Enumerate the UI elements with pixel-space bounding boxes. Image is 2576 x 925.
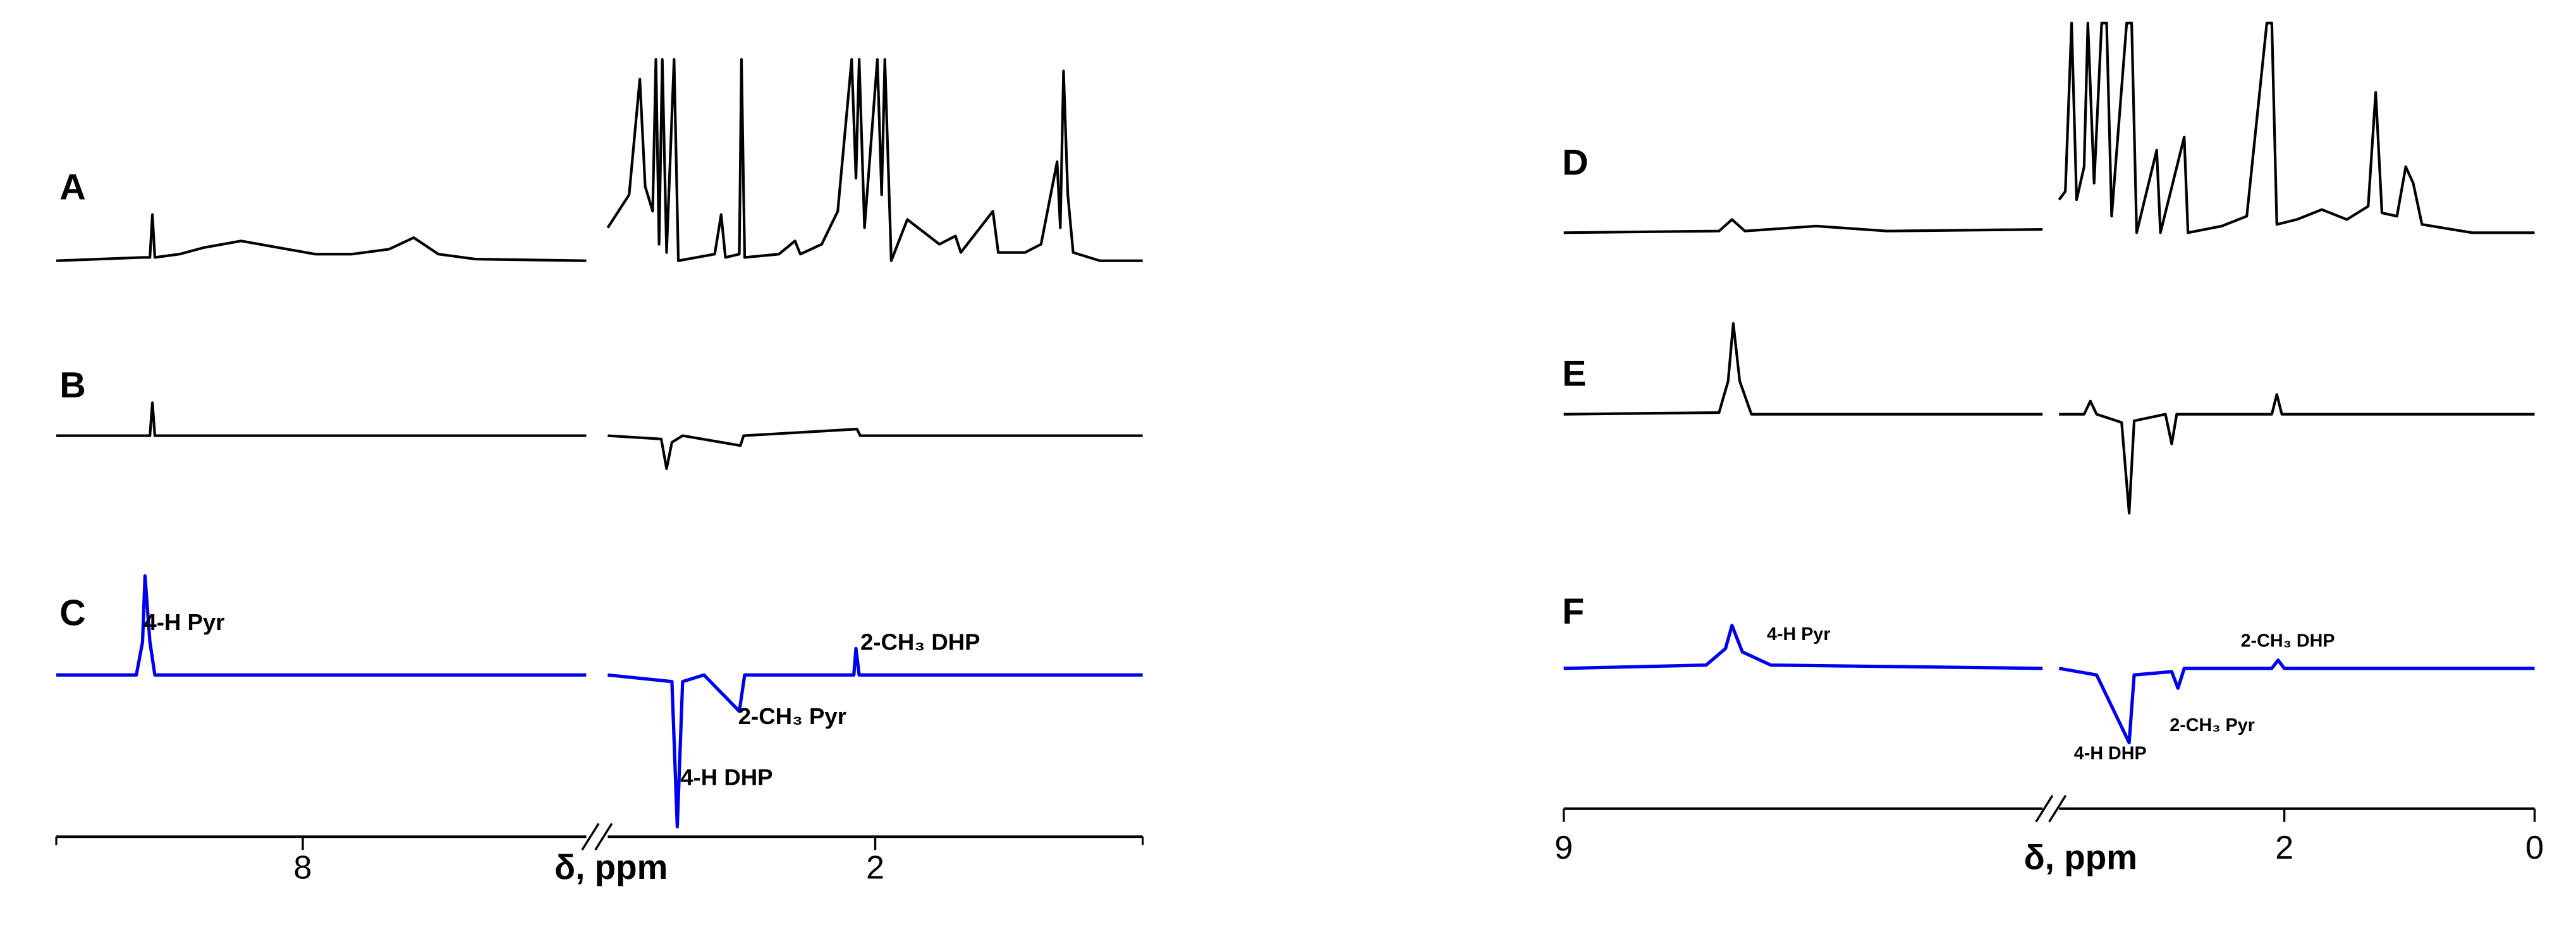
peak-annotation: 4-H DHP — [2074, 743, 2147, 763]
spectrum-trace — [56, 574, 587, 677]
spectrum-trace — [607, 428, 1143, 470]
spectrum-label: C — [59, 593, 86, 633]
spectrum-label: B — [59, 365, 86, 406]
spectrum-label: F — [1562, 591, 1584, 632]
peak-annotation: 2-CH₃ Pyr — [738, 703, 846, 729]
spectrum-trace — [56, 401, 587, 437]
x-tick-label: 2 — [866, 849, 884, 886]
peak-annotation: 2-CH₃ DHP — [2241, 631, 2335, 651]
x-axis-label: δ, ppm — [2024, 837, 2137, 876]
x-tick-label: 0 — [2525, 830, 2544, 866]
spectrum-trace — [1563, 322, 2043, 416]
axis-break — [581, 823, 600, 851]
peak-annotation: 2-CH₃ DHP — [860, 629, 980, 655]
x-tick-label: 8 — [293, 849, 312, 886]
spectrum-label: A — [59, 167, 86, 208]
peak-annotation: 4-H Pyr — [143, 609, 224, 635]
x-tick-label: 9 — [1554, 830, 1573, 866]
peak-annotation: 4-H Pyr — [1767, 624, 1831, 644]
spectrum-trace — [56, 213, 587, 262]
spectrum-trace — [1563, 218, 2043, 234]
spectrum-trace — [1563, 624, 2043, 670]
spectrum-trace — [2059, 393, 2535, 515]
axis-break — [594, 823, 613, 851]
axis-break — [2035, 795, 2054, 823]
spectrum-trace — [607, 646, 1143, 829]
peak-annotation: 2-CH₃ Pyr — [2170, 715, 2255, 735]
x-axis-label: δ, ppm — [554, 847, 668, 886]
spectrum-trace — [606, 57, 1143, 262]
spectrum-label: D — [1562, 142, 1589, 183]
spectrum-trace — [2058, 21, 2535, 234]
peak-annotation: 4-H DHP — [680, 764, 772, 790]
axis-break — [2048, 795, 2067, 823]
spectrum-trace — [2058, 658, 2535, 744]
x-tick-label: 2 — [2275, 830, 2293, 866]
spectrum-label: E — [1562, 354, 1586, 394]
